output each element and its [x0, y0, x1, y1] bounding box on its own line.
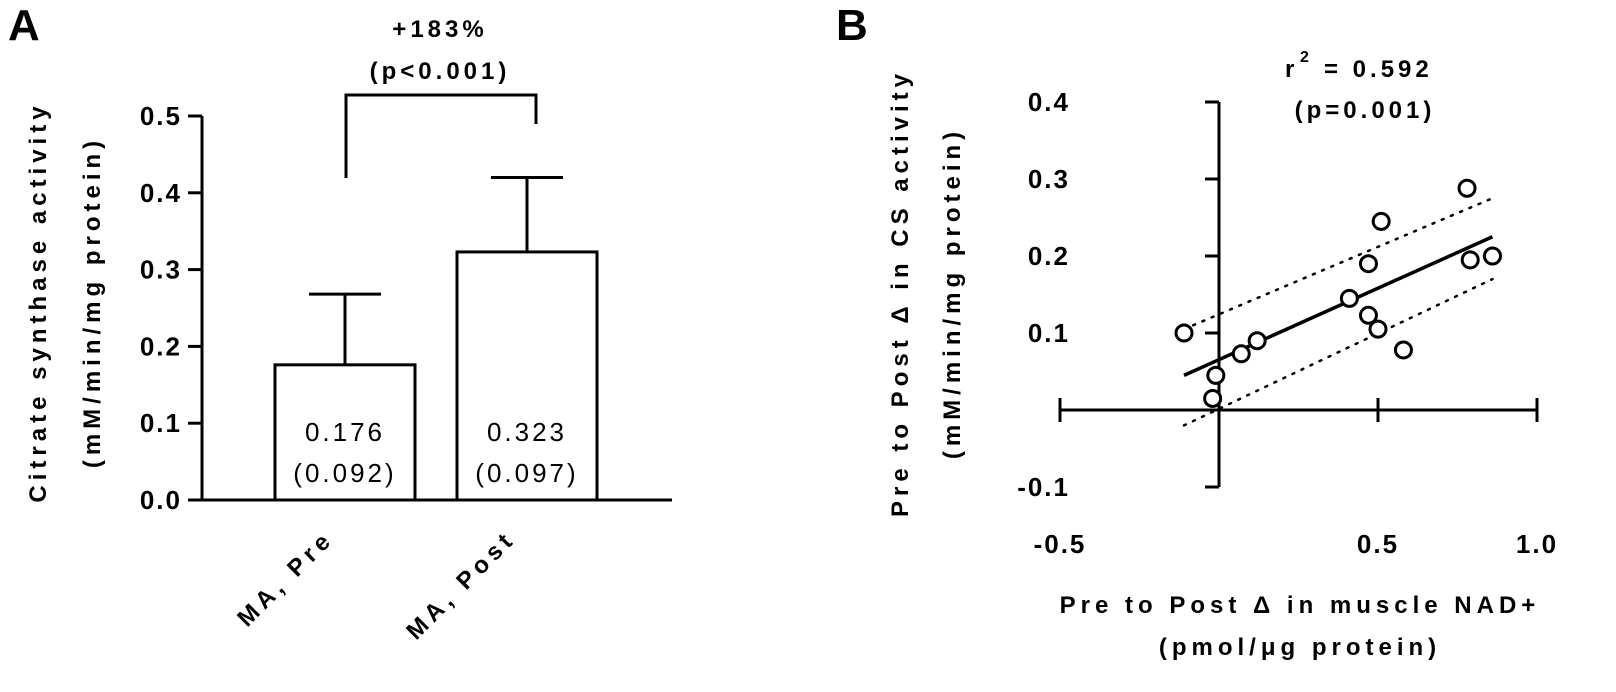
data-point — [1247, 331, 1267, 351]
data-point — [1231, 344, 1251, 364]
confidence-band-upper — [1182, 197, 1494, 331]
confidence-band-lower — [1182, 277, 1494, 427]
y-tick-label: 0.5 — [140, 101, 182, 131]
y-tick-label: 0.1 — [140, 408, 182, 438]
data-point — [1371, 211, 1391, 231]
y-tick-label: 0.4 — [140, 178, 182, 208]
y-tick-label: 0.4 — [1028, 87, 1070, 117]
data-point — [1358, 254, 1378, 274]
panel-b-scatter-plot: B -0.1 0.1 0.2 0.3 0.4 -0.5 0.5 1.0 r 2 = 0.592 (p=0… — [836, 1, 1558, 661]
data-point — [1203, 388, 1223, 408]
data-point — [1358, 305, 1378, 325]
percent-change-label: +183% — [392, 16, 487, 43]
data-point — [1368, 319, 1388, 339]
x-axis-title: Pre to Post Δ in muscle NAD+ — [1060, 592, 1541, 619]
y-tick-label: 0.0 — [140, 485, 182, 515]
r-squared-superscript: 2 — [1300, 49, 1309, 66]
r-squared-symbol: r — [1285, 56, 1298, 83]
data-point — [1393, 340, 1413, 360]
data-point — [1339, 288, 1359, 308]
y-axis-title: Citrate synthase activity — [25, 101, 52, 502]
p-value-label: (p<0.001) — [370, 58, 511, 85]
data-point — [1206, 365, 1226, 385]
bar-sd-label: (0.092) — [293, 458, 396, 488]
data-point — [1482, 246, 1502, 266]
y-axis-title: (mM/min/mg protein) — [939, 127, 966, 459]
y-tick-label: 0.2 — [1028, 241, 1070, 271]
x-tick-label: 0.5 — [1357, 529, 1399, 559]
y-tick-label: 0.3 — [1028, 164, 1070, 194]
y-tick-label: 0.3 — [140, 255, 182, 285]
panel-letter-a: A — [8, 1, 40, 50]
bar-sd-label: (0.097) — [475, 458, 578, 488]
p-value-label: (p=0.001) — [1295, 97, 1436, 124]
bar — [455, 250, 599, 502]
panel-letter-b: B — [836, 1, 868, 50]
bar — [273, 363, 417, 502]
r-squared-value: = 0.592 — [1324, 56, 1433, 83]
y-axis-title: Pre to Post Δ in CS activity — [887, 69, 914, 517]
bar-value-label: 0.323 — [487, 417, 567, 447]
x-tick-label: 1.0 — [1516, 529, 1558, 559]
y-tick-label: 0.2 — [140, 331, 182, 361]
y-tick-label: -0.1 — [1017, 472, 1070, 502]
x-tick-label: -0.5 — [1034, 529, 1087, 559]
data-point — [1460, 250, 1480, 270]
data-point — [1457, 178, 1477, 198]
x-axis-title: (pmol/μg protein) — [1159, 634, 1441, 661]
data-point — [1174, 323, 1194, 343]
y-tick-label: 0.1 — [1028, 318, 1070, 348]
significance-bracket — [344, 93, 538, 178]
y-axis-title: (mM/min/mg protein) — [79, 136, 106, 468]
bar-value-label: 0.176 — [305, 417, 385, 447]
